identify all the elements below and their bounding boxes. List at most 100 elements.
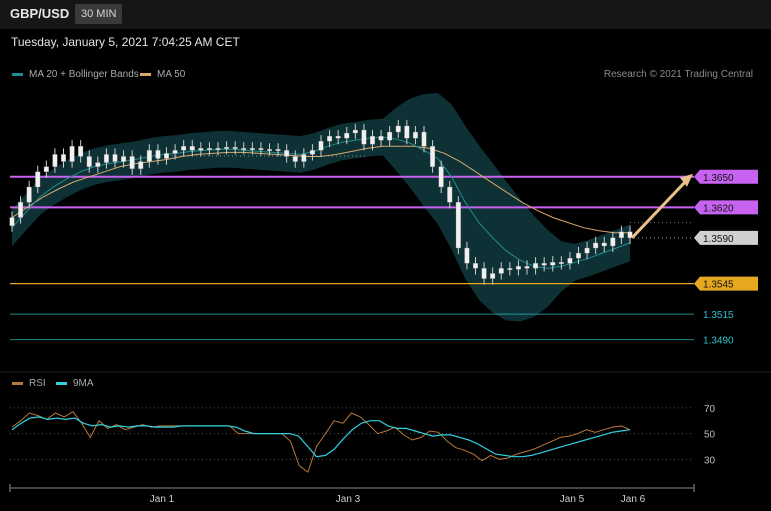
candle [601,242,607,247]
x-tick-label: Jan 6 [621,494,646,505]
candle [258,148,264,150]
candle [275,149,281,151]
candle [567,258,573,264]
candle [507,268,513,271]
legend-rsi: RSI [12,378,46,389]
symbol-label[interactable]: GBP/USD [10,6,70,21]
candle [515,266,521,270]
level-label: 1.3515 [703,310,734,321]
rsi-tick-label: 70 [704,404,716,415]
candle [112,154,118,162]
level-label: 1.3545 [703,280,734,291]
timestamp: Tuesday, January 5, 2021 7:04:25 AM CET [11,35,240,49]
candle [224,147,230,149]
projection-arrow [630,175,692,239]
legend-ma50-label: MA 50 [157,69,186,80]
candle [473,263,478,269]
candle [121,156,127,162]
candle [550,262,556,266]
candle [52,154,58,167]
candle [378,135,384,141]
candle [627,231,633,238]
timeframe-badge[interactable]: 30 MIN [75,4,123,24]
level-label: 1.3590 [703,234,734,245]
candle [138,161,144,169]
candle [387,131,393,141]
candle [464,247,470,264]
candle [267,149,272,151]
candle [78,146,84,157]
candle [335,135,341,139]
legend-ma20-label: MA 20 + Bollinger Bands [29,69,139,80]
level-tag [694,200,758,215]
candle [610,237,616,247]
9ma-swatch [56,382,67,385]
candle [301,154,307,162]
candle [249,148,255,150]
x-tick-label: Jan 1 [150,494,175,505]
rsi-swatch [12,382,23,385]
candle [189,146,195,151]
candle [61,154,66,162]
candle [129,156,135,169]
rsi-tick-label: 30 [704,455,716,466]
rsi-ma-line [11,416,631,458]
ma50-line [11,145,630,234]
ma20-swatch [12,73,23,76]
copyright: Research © 2021 Trading Central [603,69,753,80]
candle [327,135,333,142]
candle [421,131,427,147]
candle [43,166,49,172]
legend-ma20: MA 20 + Bollinger Bands [12,69,139,80]
level-tag [694,276,758,291]
projection-arrowhead [680,173,693,187]
candle [361,129,367,145]
candle [198,148,204,151]
candle [318,141,324,151]
candle [86,156,92,167]
candle [69,146,75,162]
candle [292,156,298,162]
candle [498,268,504,274]
candle [524,266,530,269]
x-tick-label: Jan 3 [336,494,361,505]
candle [344,132,350,139]
candle [593,242,599,249]
level-label: 1.3490 [703,336,734,347]
level-tag [694,169,758,184]
candle [438,166,444,188]
candle [172,150,178,154]
candle [455,202,461,249]
candle [18,202,24,218]
candle [404,125,410,139]
candle [155,150,161,159]
level-tag [694,230,758,245]
candle [584,247,590,254]
candle [241,148,247,150]
candle [618,231,624,238]
legend-ma50: MA 50 [140,69,185,80]
legend-9ma: 9MA [56,378,94,389]
legend-rsi-label: RSI [29,378,46,389]
candle [370,135,375,145]
candle [181,146,187,151]
candle [146,150,152,162]
candle [576,252,581,259]
candle [558,262,564,264]
candle [309,150,315,155]
ma50-swatch [140,73,151,76]
x-tick-label: Jan 5 [560,494,585,505]
candle [541,263,547,266]
candle [412,131,418,139]
candle [533,263,539,269]
candle [430,146,436,167]
candle [9,217,15,226]
level-label: 1.3620 [703,203,734,214]
candle [206,148,212,150]
legend-9ma-label: 9MA [73,378,94,389]
rsi-tick-label: 50 [704,430,716,441]
candle [35,171,41,188]
level-label: 1.3650 [703,173,734,184]
candle [490,273,496,279]
